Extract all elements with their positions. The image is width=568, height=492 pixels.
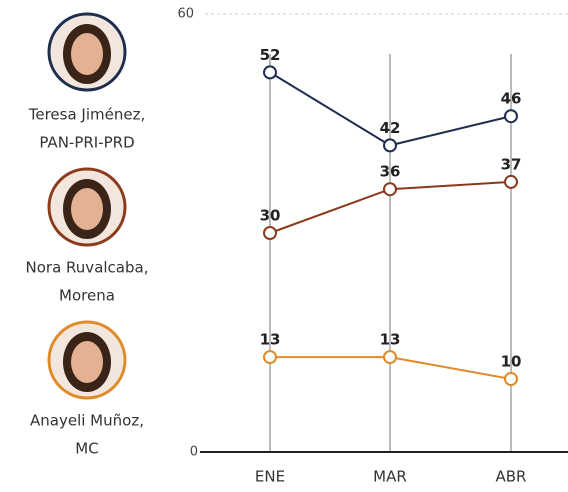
data-label: 37 (501, 155, 522, 173)
data-point (504, 372, 518, 386)
data-point (504, 109, 518, 124)
legend-photo-face (71, 341, 103, 383)
data-label: 13 (260, 331, 281, 349)
data-point (383, 350, 397, 365)
x-tick-label: MAR (373, 468, 407, 486)
data-point (383, 182, 397, 197)
data-label: 52 (260, 46, 281, 64)
data-label: 10 (501, 353, 522, 371)
data-label: 42 (380, 119, 401, 137)
data-label: 46 (501, 90, 522, 108)
data-point (383, 138, 397, 153)
data-label: 30 (260, 207, 281, 225)
data-label: 13 (380, 331, 401, 349)
data-label: 36 (380, 163, 401, 181)
legend-name: Nora Ruvalcaba, (26, 259, 149, 277)
legend-item: Nora Ruvalcaba, Morena (26, 167, 149, 305)
data-point (263, 350, 277, 365)
y-tick-label: 60 (177, 7, 194, 22)
y-tick-label: 0 (190, 445, 198, 460)
legend-item: Teresa Jiménez, PAN-PRI-PRD (28, 12, 146, 152)
legend-photo-face (71, 188, 103, 230)
data-point (263, 226, 277, 240)
legend-party: Morena (59, 287, 115, 305)
legend-item: Anayeli Muñoz, MC (30, 320, 144, 458)
x-tick-label: ENE (255, 468, 285, 486)
x-tick-label: ABR (496, 468, 527, 486)
legend-party: MC (75, 440, 98, 458)
legend-name: Teresa Jiménez, (28, 106, 146, 124)
legend-party: PAN-PRI-PRD (39, 134, 134, 152)
data-point (504, 174, 518, 189)
legend-photo-face (71, 33, 103, 75)
data-point (263, 65, 277, 80)
legend-name: Anayeli Muñoz, (30, 412, 144, 430)
